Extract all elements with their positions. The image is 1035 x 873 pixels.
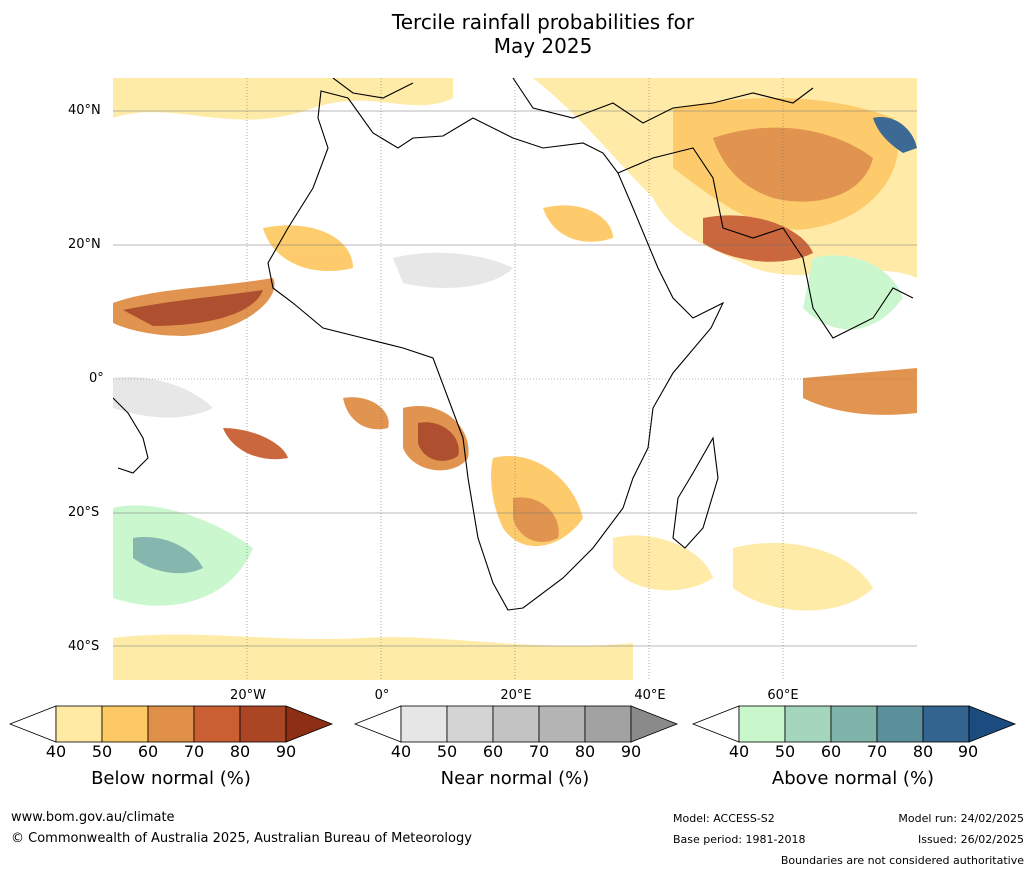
swatch (784, 705, 832, 743)
base-period-text: Base period: 1981-2018 (673, 833, 806, 846)
swatch (55, 705, 103, 743)
colorbar-above-normal (691, 705, 1017, 743)
title-line-1: Tercile rainfall probabilities for (391, 10, 695, 34)
above-tick-60: 60 (820, 742, 842, 761)
near-tick-50: 50 (436, 742, 458, 761)
below-tick-40: 40 (45, 742, 67, 761)
model-text: Model: ACCESS-S2 (673, 812, 775, 825)
website-link[interactable]: www.bom.gov.au/climate (11, 810, 175, 825)
swatch (876, 705, 924, 743)
swatch (239, 705, 287, 743)
near-tick-40: 40 (390, 742, 412, 761)
above-normal-title: Above normal (%) (771, 768, 935, 789)
swatch (830, 705, 878, 743)
lat-label-equator: 0° (89, 371, 104, 386)
swatch (538, 705, 586, 743)
chart-title: Tercile rainfall probabilities for May 2… (0, 10, 1035, 58)
near-tick-60: 60 (482, 742, 504, 761)
lat-label-20n: 20°N (68, 237, 101, 252)
coastlines (113, 78, 914, 611)
above-tick-80: 80 (912, 742, 934, 761)
swatch (630, 705, 679, 743)
lat-label-20s: 20°S (68, 505, 100, 520)
near-normal-title: Near normal (%) (440, 768, 590, 789)
swatch (147, 705, 195, 743)
near-tick-80: 80 (574, 742, 596, 761)
below-tick-60: 60 (137, 742, 159, 761)
near-tick-70: 70 (528, 742, 550, 761)
swatch (446, 705, 494, 743)
below-tick-70: 70 (183, 742, 205, 761)
lat-label-40s: 40°S (68, 639, 100, 654)
lon-label-20w: 20°W (230, 688, 266, 703)
swatch (968, 705, 1017, 743)
below-tick-80: 80 (229, 742, 251, 761)
swatch (101, 705, 149, 743)
lon-label-0: 0° (374, 688, 390, 703)
above-tick-70: 70 (866, 742, 888, 761)
lat-label-40n: 40°N (68, 103, 101, 118)
below-tick-90: 90 (275, 742, 297, 761)
copyright-text: © Commonwealth of Australia 2025, Austra… (11, 831, 472, 846)
above-tick-90: 90 (957, 742, 979, 761)
issued-text: Issued: 26/02/2025 (917, 833, 1024, 846)
near-tick-90: 90 (620, 742, 642, 761)
lon-label-40e: 40°E (634, 688, 666, 703)
rainfall-map (113, 78, 917, 680)
map-shading (113, 78, 917, 680)
model-run-text: Model run: 24/02/2025 (898, 812, 1024, 825)
title-line-2: May 2025 (493, 34, 593, 58)
below-tick-50: 50 (91, 742, 113, 761)
colorbar-near-normal (353, 705, 679, 743)
below-normal-title: Below normal (%) (91, 768, 251, 789)
swatch (492, 705, 540, 743)
disclaimer-text: Boundaries are not considered authoritat… (780, 854, 1024, 867)
gridlines (113, 78, 917, 680)
swatch (584, 705, 632, 743)
swatch (400, 705, 448, 743)
lon-label-60e: 60°E (767, 688, 799, 703)
colorbar-below-normal (8, 705, 334, 743)
swatch (193, 705, 241, 743)
swatch (922, 705, 970, 743)
above-tick-40: 40 (728, 742, 750, 761)
lon-label-20e: 20°E (500, 688, 532, 703)
swatch (285, 705, 334, 743)
above-tick-50: 50 (774, 742, 796, 761)
swatch (738, 705, 786, 743)
